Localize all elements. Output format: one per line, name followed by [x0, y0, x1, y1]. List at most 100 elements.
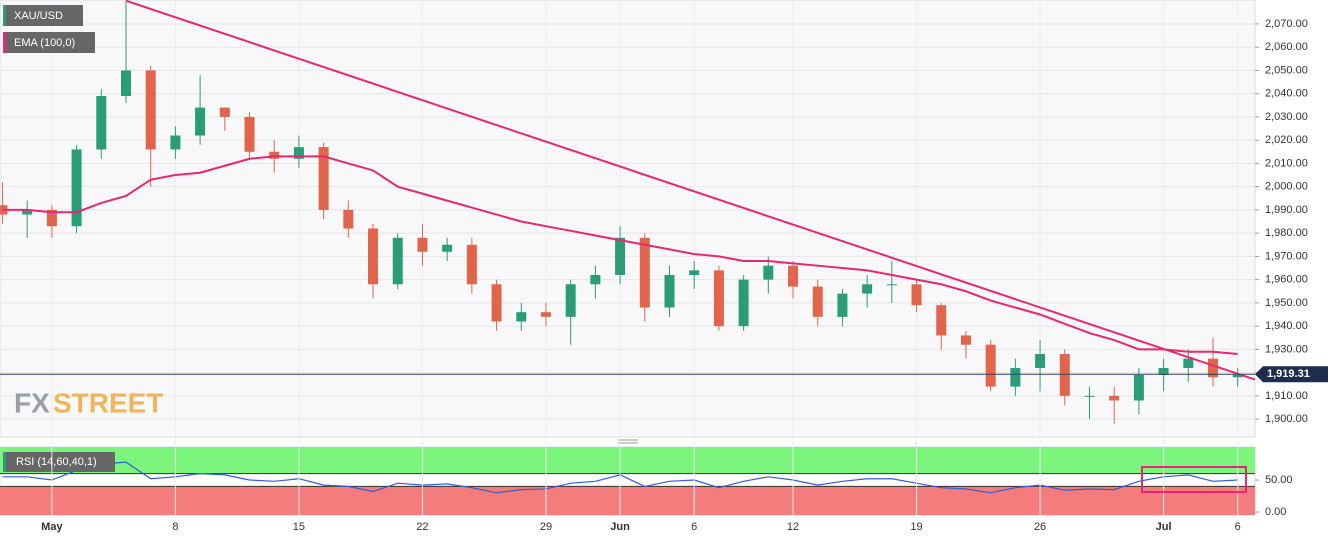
y-tick-label: 1,930.00: [1265, 343, 1308, 355]
candle-body: [269, 151, 280, 159]
candle-body: [788, 265, 799, 287]
candle-body: [1084, 395, 1095, 397]
lower-band: [0, 486, 1255, 515]
candle-body: [812, 286, 823, 317]
last-price-label: 1,919.31: [1267, 368, 1310, 380]
watermark: FX: [14, 387, 50, 418]
y-tick-label: 2,060.00: [1265, 41, 1308, 53]
y-tick-label: 0.00: [1265, 506, 1286, 518]
candle-body: [170, 135, 181, 150]
candle-body: [1133, 374, 1144, 401]
y-tick-label: 1,950.00: [1265, 297, 1308, 309]
y-tick-label: 2,010.00: [1265, 157, 1308, 169]
x-tick-label: 8: [172, 521, 178, 533]
candle-body: [120, 70, 131, 97]
x-tick-label: 6: [691, 521, 697, 533]
candle-body: [1109, 395, 1120, 401]
candle-body: [664, 274, 675, 308]
candle-body: [1035, 354, 1046, 368]
y-tick-label: 1,990.00: [1265, 204, 1308, 216]
candle-body: [985, 344, 996, 387]
watermark: STREET: [53, 387, 163, 418]
candle-body: [936, 305, 947, 336]
candle-body: [1232, 374, 1243, 378]
x-tick-label: 15: [293, 521, 305, 533]
candle-body: [911, 284, 922, 306]
candle-body: [392, 237, 403, 285]
candles: [0, 0, 1243, 424]
trendline: [125, 0, 1256, 381]
y-tick-label: 2,030.00: [1265, 111, 1308, 123]
legend-swatch: [3, 5, 6, 26]
y-tick-label: 1,960.00: [1265, 274, 1308, 286]
x-tick-label: Jul: [1156, 521, 1172, 533]
highlight-box: [1141, 466, 1247, 493]
candle-body: [1183, 358, 1194, 368]
x-tick-label: Jun: [610, 521, 630, 533]
candle-body: [639, 237, 650, 308]
x-tick-label: 6: [1235, 521, 1241, 533]
candle-body: [145, 70, 156, 150]
candle-body: [837, 293, 848, 317]
x-tick-label: 19: [910, 521, 922, 533]
candle-body: [22, 209, 33, 215]
candle-body: [1158, 367, 1169, 375]
candle-body: [417, 237, 428, 252]
y-tick-label: 1,980.00: [1265, 227, 1308, 239]
x-tick-label: May: [41, 521, 63, 533]
candle-body: [71, 149, 82, 227]
y-tick-label: 50.00: [1265, 474, 1293, 486]
candle-body: [368, 228, 379, 285]
candle-body: [219, 107, 230, 117]
legend-box: [3, 452, 115, 472]
x-tick-label: 12: [787, 521, 799, 533]
candle-body: [442, 244, 453, 252]
price-pane: [0, 0, 1256, 438]
y-tick-label: 2,000.00: [1265, 181, 1308, 193]
x-tick-label: 29: [540, 521, 552, 533]
x-tick-label: 22: [416, 521, 428, 533]
candle-body: [491, 284, 502, 322]
y-tick-label: 1,910.00: [1265, 390, 1308, 402]
y-tick-label: 2,020.00: [1265, 134, 1308, 146]
candle-body: [886, 284, 897, 286]
legend-swatch: [3, 32, 6, 53]
candle-body: [565, 284, 576, 317]
candle-body: [195, 107, 206, 136]
legend-box: [3, 32, 95, 53]
candle-body: [1208, 358, 1219, 378]
candle-body: [763, 265, 774, 280]
candle-body: [1010, 367, 1021, 387]
y-tick-label: 1,940.00: [1265, 320, 1308, 332]
candle-body: [46, 209, 57, 227]
candle-body: [738, 279, 749, 327]
candle-body: [466, 244, 477, 285]
y-tick-label: 1,970.00: [1265, 250, 1308, 262]
candle-body: [96, 96, 107, 150]
ema-line: [2, 155, 1238, 356]
y-tick-label: 2,070.00: [1265, 18, 1308, 30]
candle-body: [244, 116, 255, 152]
legend-box: [3, 5, 83, 26]
candle-body: [590, 274, 601, 285]
legend-label: EMA (100,0): [14, 37, 75, 49]
candle-body: [318, 147, 329, 210]
candle-body: [689, 270, 700, 275]
candle-body: [343, 209, 354, 229]
last-price-tag: [1255, 366, 1328, 383]
candle-body: [862, 284, 873, 294]
y-tick-label: 2,040.00: [1265, 88, 1308, 100]
candle-body: [615, 237, 626, 275]
candle-body: [540, 312, 551, 317]
candle-body: [516, 312, 527, 322]
candle-body: [1059, 354, 1070, 396]
candle-body: [293, 147, 304, 159]
x-tick-label: 26: [1034, 521, 1046, 533]
y-tick-label: 2,050.00: [1265, 64, 1308, 76]
y-tick-label: 1,900.00: [1265, 413, 1308, 425]
legend-label: XAU/USD: [14, 10, 63, 22]
candle-body: [713, 270, 724, 327]
legend-swatch: [3, 452, 6, 472]
upper-band: [0, 447, 1255, 474]
